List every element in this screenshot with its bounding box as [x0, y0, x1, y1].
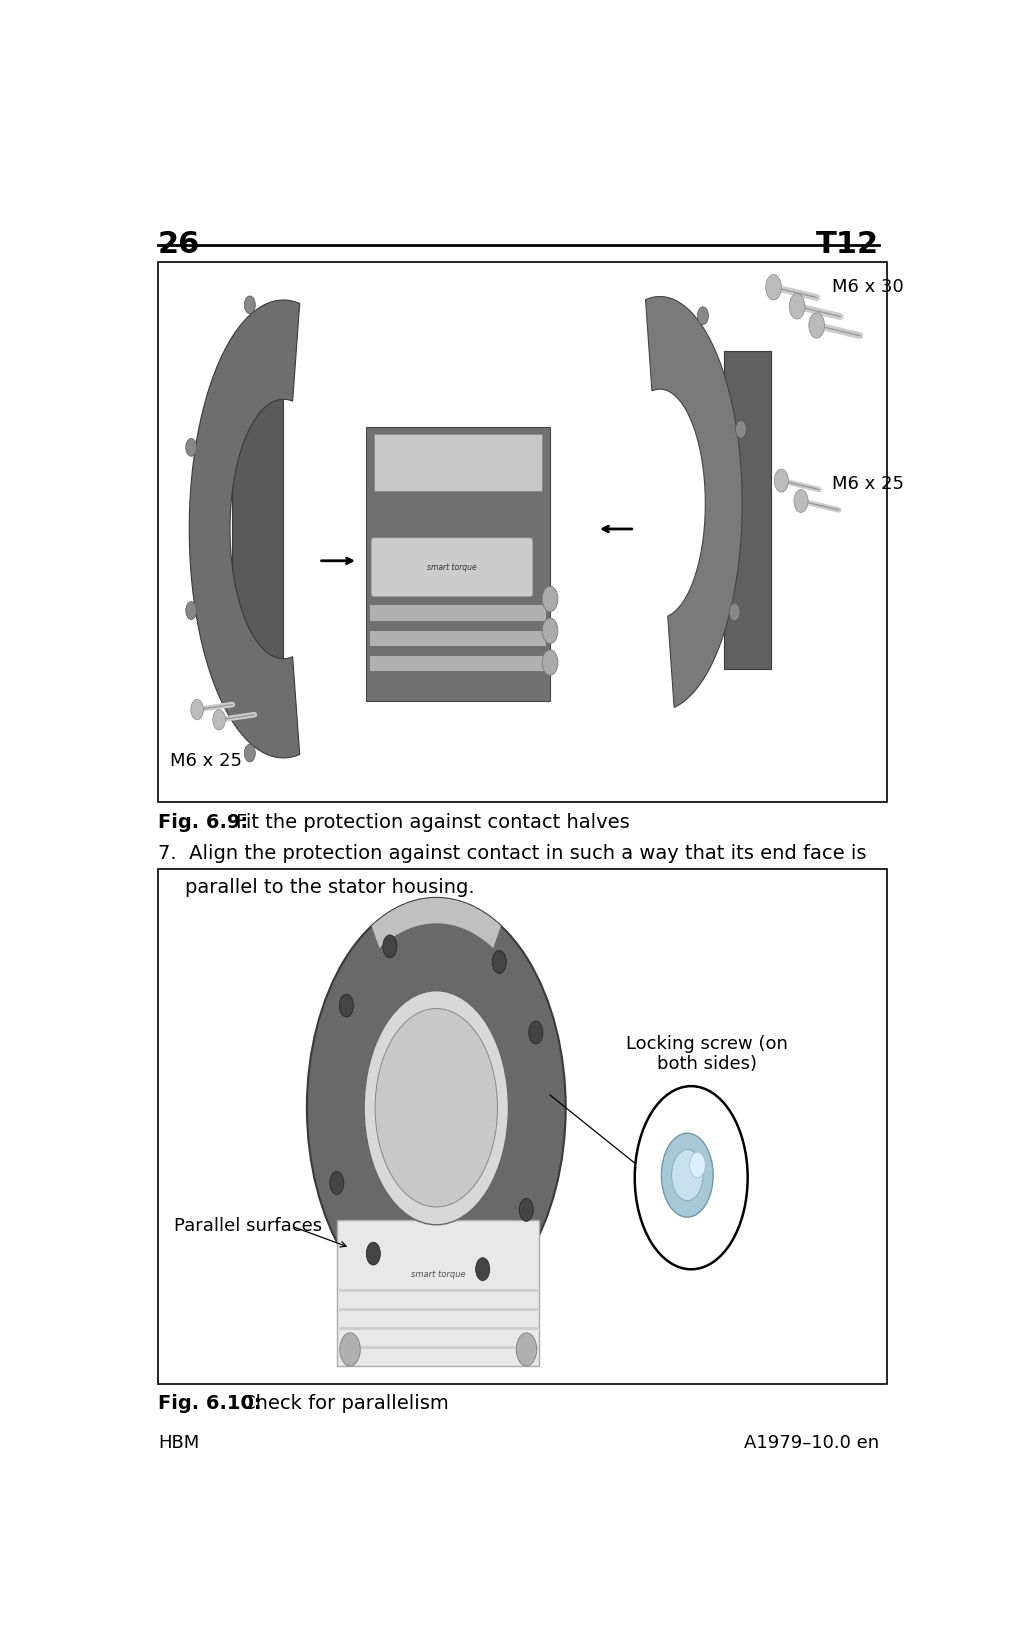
Circle shape	[688, 1153, 705, 1178]
Bar	[369, 631, 546, 646]
Circle shape	[528, 1021, 542, 1044]
Bar	[373, 433, 542, 491]
Circle shape	[366, 1242, 380, 1265]
Bar	[158, 869, 887, 1384]
Circle shape	[516, 1333, 536, 1366]
Text: T12: T12	[816, 230, 879, 259]
Circle shape	[491, 950, 506, 973]
Circle shape	[728, 603, 739, 621]
Text: Parallel surfaces: Parallel surfaces	[174, 1218, 321, 1236]
Circle shape	[661, 1133, 713, 1218]
Circle shape	[212, 710, 225, 730]
Circle shape	[364, 991, 508, 1224]
Circle shape	[191, 699, 203, 720]
Bar	[365, 428, 550, 700]
Circle shape	[244, 296, 255, 314]
Circle shape	[634, 1085, 747, 1269]
Bar	[233, 350, 283, 687]
Circle shape	[735, 421, 746, 438]
Bar	[158, 261, 887, 803]
Circle shape	[375, 1008, 497, 1208]
Circle shape	[542, 649, 557, 676]
Circle shape	[519, 1198, 533, 1221]
Circle shape	[542, 586, 557, 611]
FancyBboxPatch shape	[371, 539, 532, 596]
Text: 7.  Align the protection against contact in such a way that its end face is: 7. Align the protection against contact …	[158, 844, 865, 864]
Bar	[369, 656, 546, 671]
Text: Check for parallelism: Check for parallelism	[242, 1394, 448, 1412]
Bar	[724, 350, 770, 669]
Text: Locking screw (on
both sides): Locking screw (on both sides)	[626, 1034, 787, 1074]
Circle shape	[765, 274, 780, 301]
Text: M6 x 25: M6 x 25	[832, 476, 904, 494]
Polygon shape	[645, 296, 741, 707]
Circle shape	[542, 618, 557, 643]
Text: M6 x 30: M6 x 30	[832, 278, 903, 296]
Circle shape	[697, 307, 708, 324]
Text: Fit the protection against contact halves: Fit the protection against contact halve…	[237, 813, 630, 831]
Polygon shape	[189, 301, 299, 758]
Circle shape	[773, 469, 788, 492]
Wedge shape	[371, 899, 500, 948]
Circle shape	[339, 995, 353, 1018]
Text: smart torque: smart torque	[427, 563, 476, 572]
Circle shape	[244, 743, 255, 762]
Bar	[337, 1219, 539, 1366]
Text: Fig. 6.10:: Fig. 6.10:	[158, 1394, 261, 1412]
Text: A1979–10.0 en: A1979–10.0 en	[743, 1434, 879, 1452]
Circle shape	[671, 1150, 703, 1201]
Text: Fig. 6.9:: Fig. 6.9:	[158, 813, 261, 831]
Circle shape	[330, 1171, 344, 1194]
Text: smart torque: smart torque	[410, 1270, 465, 1279]
Circle shape	[789, 294, 804, 319]
Circle shape	[794, 489, 807, 512]
Circle shape	[475, 1257, 489, 1280]
Circle shape	[306, 899, 565, 1318]
Text: HBM: HBM	[158, 1434, 199, 1452]
Circle shape	[340, 1333, 360, 1366]
Circle shape	[186, 438, 196, 456]
Text: 26: 26	[158, 230, 200, 259]
Text: M6 x 25: M6 x 25	[170, 752, 242, 770]
Circle shape	[382, 935, 396, 958]
Bar	[369, 605, 546, 621]
Circle shape	[808, 312, 824, 339]
Text: parallel to the stator housing.: parallel to the stator housing.	[185, 877, 474, 897]
Circle shape	[186, 601, 196, 620]
